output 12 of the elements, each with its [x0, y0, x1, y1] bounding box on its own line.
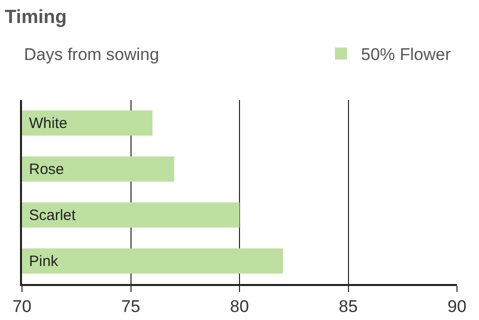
y-tick-label: Rose: [29, 161, 64, 178]
x-tick-label: 90: [448, 297, 466, 316]
legend-label: 50% Flower: [361, 45, 452, 64]
x-tick-label: 85: [338, 297, 358, 316]
x-tick-label: 75: [121, 297, 140, 316]
chart-title: Timing: [4, 6, 67, 28]
y-tick-label: Scarlet: [29, 207, 77, 224]
chart-subtitle: Days from sowing: [24, 45, 160, 64]
x-tick-label: 80: [230, 297, 249, 316]
x-tick-label: 70: [12, 297, 32, 316]
y-tick-label: White: [29, 115, 68, 132]
y-tick-label: Pink: [29, 253, 59, 270]
